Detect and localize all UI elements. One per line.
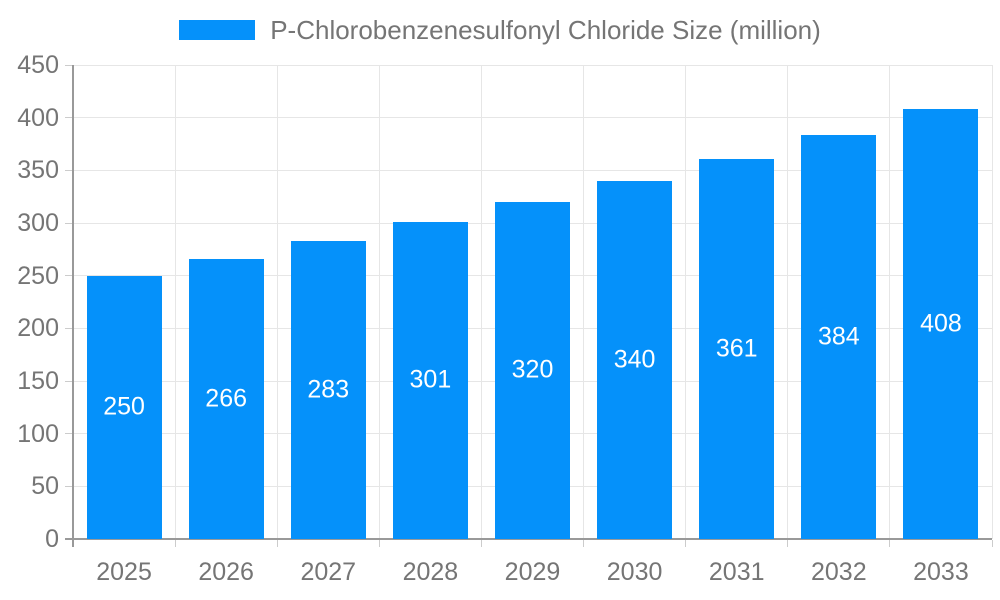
y-axis-tick — [65, 485, 72, 487]
x-axis-line — [65, 538, 992, 540]
x-axis-tick — [889, 540, 891, 547]
x-axis-label: 2027 — [300, 558, 357, 586]
x-gridline — [889, 65, 891, 539]
x-gridline — [480, 65, 482, 539]
chart-legend[interactable]: P-Chlorobenzenesulfonyl Chloride Size (m… — [0, 14, 1000, 46]
y-axis-tick — [65, 380, 72, 382]
y-axis-label: 300 — [17, 209, 59, 237]
bar-value-label: 340 — [613, 345, 656, 374]
bar[interactable]: 361 — [699, 158, 775, 539]
bar-value-label: 320 — [511, 355, 554, 384]
x-axis-tick — [787, 540, 789, 547]
y-axis-label: 350 — [17, 156, 59, 185]
y-axis-label: 150 — [17, 367, 59, 395]
bar[interactable]: 266 — [188, 258, 264, 539]
x-axis-tick — [685, 540, 687, 547]
bar[interactable]: 320 — [495, 201, 570, 539]
y-gridline — [73, 64, 992, 66]
x-gridline — [174, 65, 176, 539]
x-axis-tick — [276, 540, 278, 547]
bar-value-label: 384 — [817, 322, 860, 351]
x-axis-label: 2029 — [504, 558, 561, 586]
y-axis-tick — [65, 64, 72, 66]
y-axis-tick — [65, 275, 72, 277]
bar[interactable]: 301 — [392, 221, 468, 539]
y-axis-label: 200 — [17, 314, 59, 343]
x-axis-label: 2030 — [606, 558, 663, 586]
legend-swatch — [179, 20, 256, 40]
y-axis-label: 400 — [17, 103, 59, 132]
bar-value-label: 301 — [409, 365, 452, 394]
x-axis-label: 2031 — [708, 558, 765, 586]
x-axis-tick — [583, 540, 585, 547]
y-axis-tick — [65, 117, 72, 119]
x-gridline — [378, 65, 380, 539]
x-axis-label: 2033 — [913, 558, 969, 586]
x-axis-tick — [480, 540, 482, 547]
bar[interactable]: 340 — [597, 180, 673, 539]
y-axis-label: 50 — [31, 472, 59, 501]
bar-value-label: 408 — [920, 309, 962, 338]
y-axis-label: 100 — [17, 419, 59, 448]
y-axis-line — [72, 65, 74, 547]
x-axis-label: 2025 — [96, 558, 152, 586]
bar-value-label: 361 — [715, 334, 758, 363]
bar[interactable]: 408 — [903, 109, 979, 539]
y-gridline — [73, 169, 992, 171]
x-axis-tick — [378, 540, 380, 547]
y-axis-tick — [65, 327, 72, 329]
x-axis-label: 2032 — [811, 558, 867, 586]
x-axis-label: 2028 — [402, 558, 459, 586]
x-gridline — [991, 65, 993, 539]
y-gridline — [73, 117, 992, 119]
x-gridline — [787, 65, 789, 539]
bar-value-label: 266 — [205, 384, 248, 413]
y-axis-label: 450 — [17, 51, 59, 79]
y-axis-tick — [65, 169, 72, 171]
y-axis-tick — [65, 222, 72, 224]
bar-value-label: 250 — [103, 392, 145, 421]
bar-value-label: 283 — [307, 375, 350, 404]
y-axis-tick — [65, 433, 72, 435]
x-axis-tick — [174, 540, 176, 547]
x-axis-tick — [991, 540, 993, 547]
x-gridline — [685, 65, 687, 539]
legend-label: P-Chlorobenzenesulfonyl Chloride Size (m… — [270, 15, 821, 45]
bar[interactable]: 250 — [86, 275, 162, 539]
y-axis-label: 0 — [45, 525, 59, 553]
x-gridline — [583, 65, 585, 539]
x-axis-label: 2026 — [198, 558, 254, 586]
x-gridline — [276, 65, 278, 539]
y-axis-label: 250 — [17, 261, 59, 290]
bar[interactable]: 384 — [801, 134, 877, 539]
bar[interactable]: 283 — [290, 240, 366, 539]
